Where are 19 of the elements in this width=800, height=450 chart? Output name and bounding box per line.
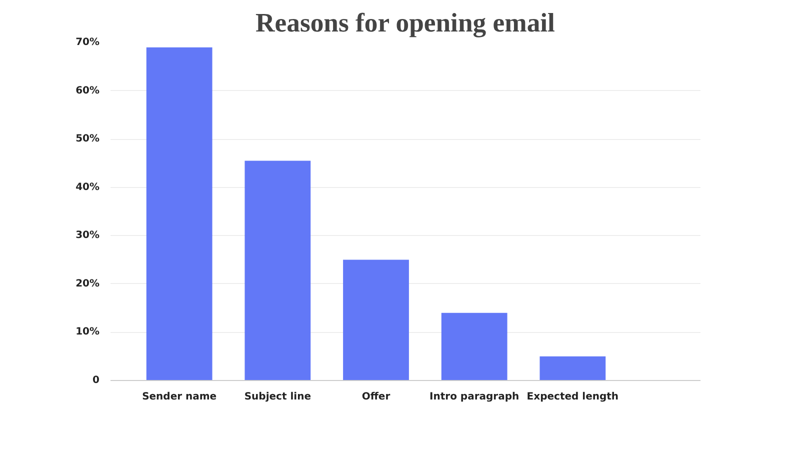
- x-tick-label: Sender name: [142, 392, 217, 402]
- x-tick-label: Intro paragraph: [430, 392, 520, 402]
- y-tick-label: 60%: [76, 85, 100, 96]
- y-tick-label: 20%: [76, 278, 100, 290]
- y-tick-label: 50%: [76, 134, 100, 145]
- bar: [146, 47, 212, 380]
- bar: [244, 160, 311, 380]
- y-tick-label: 30%: [76, 230, 100, 242]
- chart-title: Reasons for opening email: [256, 8, 555, 38]
- bar: [343, 260, 409, 380]
- y-tick-label: 10%: [76, 326, 100, 338]
- x-tick-label: Subject line: [244, 392, 312, 402]
- bar: [540, 356, 606, 380]
- y-tick-label: 40%: [76, 182, 100, 193]
- y-tick-label: 0: [92, 375, 100, 386]
- x-tick-label: Expected length: [526, 392, 619, 402]
- y-tick-label: 70%: [76, 37, 100, 48]
- bar: [441, 312, 508, 380]
- x-tick-label: Offer: [362, 392, 390, 402]
